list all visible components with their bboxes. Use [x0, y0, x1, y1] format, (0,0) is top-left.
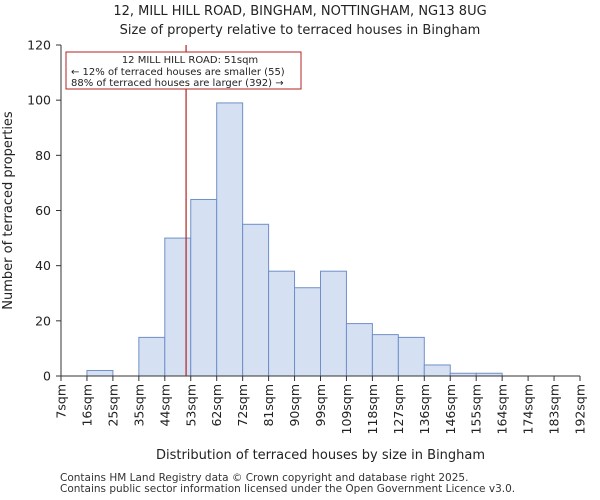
x-tick-label: 72sqm	[235, 384, 250, 427]
bar-44sqm	[164, 237, 192, 377]
annotation-title: 12 MILL HILL ROAD: 51sqm	[122, 55, 258, 66]
y-tick-label: 100	[27, 93, 51, 108]
x-tick-label: 136sqm	[417, 384, 432, 434]
annotation-larger: 88% of terraced houses are larger (392) …	[71, 78, 284, 89]
x-tick-label: 118sqm	[365, 384, 380, 434]
x-tick-label: 16sqm	[79, 384, 94, 427]
x-tick-label: 146sqm	[443, 384, 458, 434]
x-tick-label: 164sqm	[495, 384, 510, 434]
x-tick-label: 99sqm	[313, 384, 328, 427]
bar-35sqm	[138, 336, 166, 377]
x-tick-label: 53sqm	[183, 384, 198, 427]
y-axis-title: Number of terraced properties	[1, 111, 16, 310]
chart-title: 12, MILL HILL ROAD, BINGHAM, NOTTINGHAM,…	[113, 4, 487, 19]
annotation-border	[65, 51, 302, 90]
y-axis-ticks: 0 20 40 60 80 100 120	[27, 38, 61, 384]
y-tick-label: 40	[35, 258, 51, 273]
x-tick-label: 127sqm	[391, 384, 406, 434]
bar-16sqm	[86, 369, 114, 377]
footer-line-1: Contains HM Land Registry data © Crown c…	[60, 472, 469, 484]
x-tick-label: 109sqm	[339, 384, 354, 434]
bar-62sqm	[216, 102, 244, 377]
x-tick-label: 90sqm	[287, 384, 302, 427]
y-tick-label: 60	[35, 203, 51, 218]
x-tick-label: 183sqm	[547, 384, 562, 434]
x-tick-label: 25sqm	[105, 384, 120, 427]
y-tick-label: 80	[35, 148, 51, 163]
chart-subtitle: Size of property relative to terraced ho…	[119, 23, 481, 38]
x-tick-label: 62sqm	[209, 384, 224, 427]
bar-81sqm	[268, 270, 296, 377]
y-tick-label: 20	[35, 313, 51, 328]
x-tick-label: 35sqm	[131, 384, 146, 427]
y-tick-label: 120	[27, 38, 51, 53]
footer-line-2: Contains public sector information licen…	[60, 483, 516, 495]
bars-group	[86, 102, 503, 377]
bar-53sqm	[190, 198, 218, 377]
annotation-box: 12 MILL HILL ROAD: 51sqm ← 12% of terrac…	[65, 51, 302, 90]
x-tick-label: 192sqm	[573, 384, 588, 434]
bar-136sqm	[423, 364, 451, 377]
x-tick-label: 7sqm	[54, 384, 69, 419]
bar-127sqm	[397, 336, 425, 377]
bar-99sqm	[320, 270, 347, 377]
x-tick-label: 81sqm	[261, 384, 276, 427]
chart-title-block: 12, MILL HILL ROAD, BINGHAM, NOTTINGHAM,…	[0, 2, 600, 40]
y-tick-label: 0	[43, 369, 51, 384]
x-axis-title: Distribution of terraced houses by size …	[156, 448, 485, 463]
x-tick-label: 44sqm	[157, 384, 172, 427]
x-axis-ticks: 7sqm 16sqm 25sqm 35sqm 44sqm 53sqm 62sqm 72sqm 8…	[54, 376, 588, 434]
annotation-smaller: ← 12% of terraced houses are smaller (55…	[71, 67, 285, 78]
bar-118sqm	[371, 334, 399, 377]
x-tick-label: 155sqm	[469, 384, 484, 434]
bar-72sqm	[242, 223, 270, 377]
x-tick-label: 174sqm	[521, 384, 536, 434]
footer: Contains HM Land Registry data © Crown c…	[60, 473, 515, 495]
bar-109sqm	[345, 323, 373, 377]
bar-90sqm	[294, 287, 321, 377]
